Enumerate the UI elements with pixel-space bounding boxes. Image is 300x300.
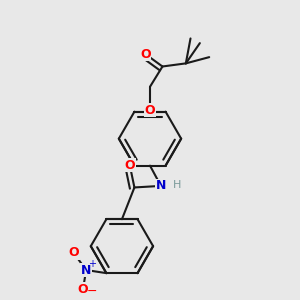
Text: O: O xyxy=(140,47,151,61)
Text: −: − xyxy=(86,285,97,298)
Text: O: O xyxy=(68,246,79,260)
Text: O: O xyxy=(145,103,155,117)
Text: O: O xyxy=(78,283,88,296)
Text: N: N xyxy=(156,179,166,192)
Text: H: H xyxy=(173,180,181,190)
Text: O: O xyxy=(124,158,135,172)
Text: N: N xyxy=(81,263,91,277)
Text: +: + xyxy=(88,260,96,269)
